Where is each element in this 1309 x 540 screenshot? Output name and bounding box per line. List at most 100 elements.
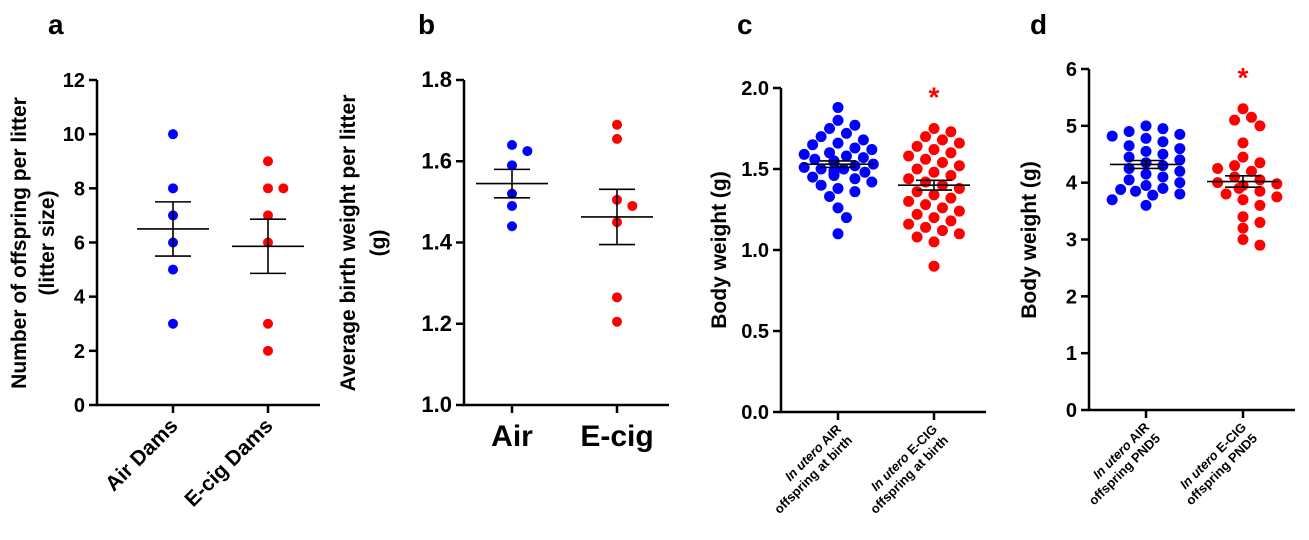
panel-b-letter: b bbox=[418, 9, 435, 40]
data-point bbox=[928, 260, 940, 272]
data-point bbox=[263, 183, 273, 194]
data-point bbox=[849, 173, 861, 185]
data-point bbox=[1140, 180, 1152, 192]
y-tick-label: 1.0 bbox=[421, 392, 452, 417]
data-point bbox=[1147, 189, 1159, 201]
y-tick-label: 1 bbox=[1066, 343, 1077, 365]
panel-a-letter: a bbox=[48, 9, 64, 40]
data-point bbox=[840, 150, 852, 162]
data-point bbox=[936, 225, 948, 237]
data-point bbox=[1174, 188, 1186, 200]
y-tick-label: 1.0 bbox=[741, 240, 769, 262]
data-point bbox=[627, 200, 638, 211]
data-point bbox=[1237, 194, 1249, 206]
data-point bbox=[1254, 157, 1266, 169]
data-point bbox=[840, 212, 852, 224]
y-axis-label: (litter size) bbox=[36, 190, 59, 295]
y-tick-label: 6 bbox=[74, 233, 85, 255]
data-point bbox=[824, 123, 836, 134]
data-point bbox=[1254, 216, 1266, 228]
y-tick-label: 10 bbox=[63, 124, 85, 146]
x-category-label: Air Dams bbox=[101, 414, 182, 495]
data-point bbox=[1212, 177, 1224, 189]
data-point bbox=[828, 157, 840, 169]
data-point bbox=[1140, 120, 1152, 132]
y-tick-label: 1.5 bbox=[741, 159, 769, 181]
data-point bbox=[911, 163, 923, 175]
data-point bbox=[911, 186, 923, 198]
y-axis-label: Body weight (g) bbox=[708, 171, 731, 328]
data-point bbox=[953, 137, 965, 149]
data-point bbox=[522, 146, 533, 157]
data-point bbox=[838, 163, 850, 175]
data-point bbox=[1106, 130, 1118, 142]
y-tick-label: 1.8 bbox=[421, 67, 452, 92]
data-point bbox=[832, 182, 844, 194]
data-point bbox=[920, 221, 932, 233]
data-point bbox=[815, 163, 827, 175]
data-point bbox=[807, 139, 819, 151]
data-point bbox=[953, 205, 965, 217]
data-point bbox=[859, 166, 871, 178]
data-point bbox=[1229, 160, 1241, 172]
data-point bbox=[1237, 222, 1249, 234]
data-point bbox=[815, 131, 827, 143]
data-point bbox=[945, 147, 957, 159]
data-point bbox=[1130, 185, 1142, 197]
data-point bbox=[1174, 128, 1186, 140]
data-point bbox=[1174, 154, 1186, 166]
data-point bbox=[911, 231, 923, 243]
data-point bbox=[1174, 143, 1186, 155]
data-point bbox=[1254, 185, 1266, 197]
data-point bbox=[920, 153, 932, 165]
data-point bbox=[1254, 239, 1266, 251]
y-tick-label: 2 bbox=[74, 341, 85, 363]
data-point bbox=[612, 133, 622, 144]
y-tick-label: 6 bbox=[1066, 59, 1077, 81]
data-point bbox=[928, 189, 940, 201]
y-tick-label: 1.6 bbox=[421, 148, 452, 173]
data-point bbox=[809, 153, 821, 165]
data-point bbox=[928, 166, 940, 178]
data-point bbox=[936, 157, 948, 169]
data-point bbox=[1254, 199, 1266, 211]
data-point bbox=[1237, 234, 1249, 245]
data-point bbox=[928, 144, 940, 156]
x-category-label: E-cig Dams bbox=[180, 414, 277, 511]
y-tick-label: 4 bbox=[74, 287, 86, 309]
data-point bbox=[1245, 111, 1257, 123]
data-point bbox=[953, 228, 965, 240]
y-tick-label: 5 bbox=[1066, 116, 1077, 138]
data-point bbox=[1254, 120, 1266, 132]
data-point bbox=[1106, 194, 1118, 206]
y-tick-label: 0.5 bbox=[741, 321, 769, 343]
y-tick-label: 3 bbox=[1066, 230, 1077, 252]
panel-d-letter: d bbox=[1030, 9, 1047, 40]
y-tick-label: 8 bbox=[74, 178, 85, 200]
y-tick-label: 4 bbox=[1066, 173, 1078, 195]
data-point bbox=[953, 160, 965, 172]
y-axis-label: (g) bbox=[367, 230, 390, 257]
data-point bbox=[1123, 126, 1135, 138]
data-point bbox=[832, 228, 844, 240]
data-point bbox=[1233, 182, 1245, 194]
data-point bbox=[1157, 148, 1169, 160]
data-point bbox=[936, 134, 948, 146]
data-point bbox=[849, 186, 861, 198]
data-point bbox=[1115, 183, 1127, 195]
data-point bbox=[828, 169, 840, 181]
data-point bbox=[1174, 165, 1186, 177]
data-point bbox=[1157, 136, 1169, 148]
data-point bbox=[1157, 160, 1169, 172]
data-point bbox=[507, 200, 517, 211]
y-tick-label: 1.4 bbox=[421, 230, 452, 255]
data-point bbox=[1140, 132, 1152, 144]
data-point bbox=[1157, 123, 1169, 135]
y-axis-label: Body weight (g) bbox=[1018, 161, 1041, 318]
data-point bbox=[1123, 140, 1135, 152]
panel-c-letter: c bbox=[737, 9, 753, 40]
data-point bbox=[832, 101, 844, 113]
data-point bbox=[832, 114, 844, 126]
